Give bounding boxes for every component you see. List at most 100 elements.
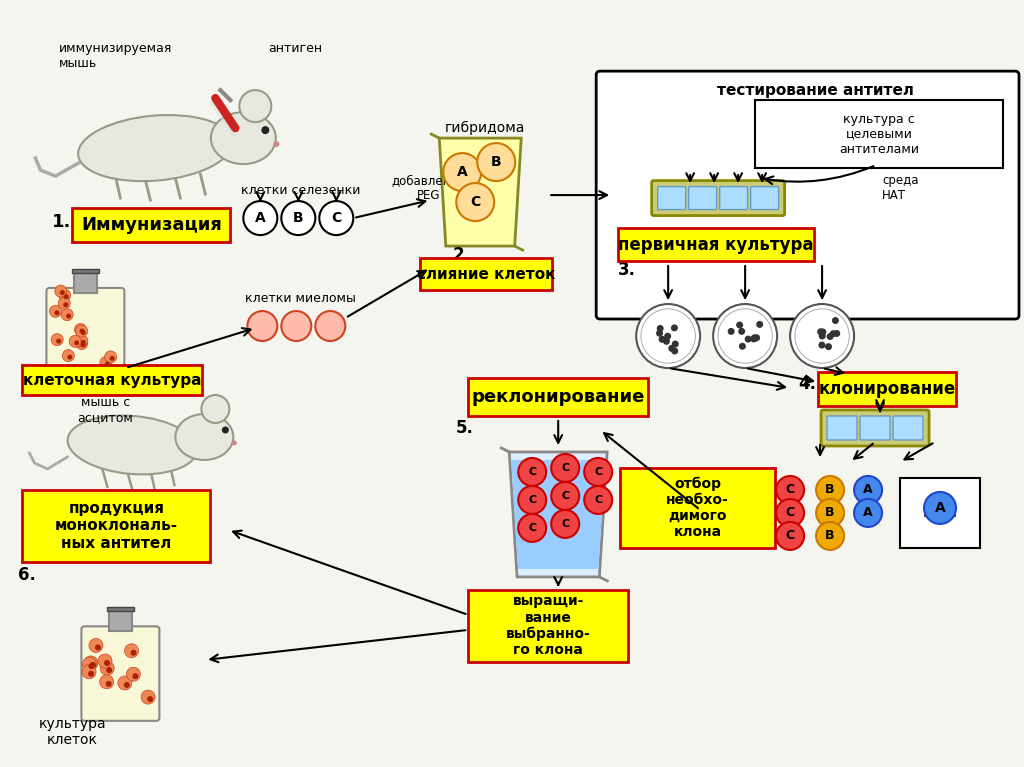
Circle shape [457, 183, 495, 221]
Circle shape [751, 334, 758, 341]
Circle shape [56, 339, 61, 344]
FancyBboxPatch shape [621, 468, 775, 548]
Circle shape [99, 675, 114, 689]
FancyBboxPatch shape [468, 378, 648, 416]
Text: клон: клон [923, 506, 957, 520]
Circle shape [924, 492, 956, 524]
Circle shape [713, 304, 777, 368]
Circle shape [776, 476, 804, 504]
Bar [106, 607, 134, 611]
Text: добавление
PEG: добавление PEG [391, 174, 466, 202]
Text: C: C [470, 195, 480, 209]
Text: Иммунизация: Иммунизация [81, 216, 222, 234]
Circle shape [83, 657, 96, 671]
Circle shape [756, 321, 763, 328]
Circle shape [315, 311, 345, 341]
FancyBboxPatch shape [751, 186, 778, 209]
Text: C: C [331, 211, 341, 225]
Circle shape [54, 285, 67, 297]
Text: реклонирование: реклонирование [471, 388, 645, 406]
Circle shape [518, 458, 546, 486]
FancyBboxPatch shape [46, 288, 124, 380]
Text: 6.: 6. [18, 566, 36, 584]
Circle shape [817, 328, 824, 335]
Circle shape [84, 656, 98, 670]
FancyBboxPatch shape [893, 416, 923, 440]
Circle shape [61, 308, 73, 321]
Circle shape [68, 354, 73, 360]
Text: B: B [825, 506, 835, 519]
Circle shape [248, 311, 278, 341]
Text: клеточная культура: клеточная культура [24, 373, 202, 387]
Circle shape [202, 395, 229, 423]
Polygon shape [511, 460, 605, 569]
Text: C: C [528, 523, 537, 533]
Text: выращи-
вание
выбранно-
го клона: выращи- вание выбранно- го клона [506, 594, 591, 657]
Polygon shape [439, 138, 521, 246]
FancyBboxPatch shape [651, 180, 784, 216]
Circle shape [147, 696, 154, 702]
Circle shape [118, 676, 132, 690]
Text: A: A [935, 501, 945, 515]
Circle shape [825, 343, 831, 351]
Circle shape [585, 486, 612, 514]
Circle shape [834, 330, 841, 337]
Circle shape [88, 663, 94, 669]
Circle shape [672, 341, 679, 347]
Circle shape [518, 486, 546, 514]
Circle shape [818, 341, 825, 348]
Text: A: A [863, 506, 872, 519]
Circle shape [67, 314, 71, 318]
Circle shape [669, 345, 675, 352]
Text: 5.: 5. [456, 419, 473, 437]
Circle shape [130, 650, 136, 656]
Circle shape [656, 330, 664, 337]
Text: B: B [825, 483, 835, 496]
FancyBboxPatch shape [468, 590, 628, 662]
Circle shape [282, 201, 315, 235]
Circle shape [76, 337, 88, 350]
Text: C: C [785, 506, 795, 519]
Circle shape [54, 311, 59, 315]
Circle shape [663, 337, 670, 345]
Polygon shape [509, 452, 607, 577]
Circle shape [319, 201, 353, 235]
Circle shape [95, 644, 101, 650]
Circle shape [104, 361, 110, 367]
Circle shape [110, 356, 115, 361]
Text: B: B [293, 211, 304, 225]
Circle shape [816, 499, 844, 527]
Ellipse shape [175, 414, 233, 460]
Text: B: B [490, 155, 502, 169]
FancyBboxPatch shape [596, 71, 1019, 319]
Text: слияние клеток: слияние клеток [417, 267, 555, 281]
Circle shape [62, 350, 75, 361]
Circle shape [751, 335, 758, 342]
Circle shape [518, 514, 546, 542]
Circle shape [244, 201, 278, 235]
Circle shape [125, 644, 138, 658]
Circle shape [104, 660, 110, 666]
FancyBboxPatch shape [900, 478, 980, 548]
Text: культура с
целевыми
антителами: культура с целевыми антителами [839, 113, 920, 156]
Circle shape [100, 661, 115, 675]
Text: антиген: антиген [268, 41, 323, 54]
Text: клетки миеломы: клетки миеломы [245, 291, 355, 304]
Circle shape [819, 328, 826, 335]
FancyBboxPatch shape [657, 186, 686, 209]
FancyBboxPatch shape [420, 258, 552, 290]
Ellipse shape [68, 416, 198, 475]
FancyBboxPatch shape [689, 186, 717, 209]
Text: 4.: 4. [798, 375, 816, 393]
Text: B: B [825, 529, 835, 542]
Circle shape [76, 325, 88, 337]
Circle shape [551, 454, 580, 482]
Circle shape [831, 317, 839, 324]
Text: C: C [528, 467, 537, 477]
Text: первичная культура: первичная культура [618, 235, 814, 254]
Circle shape [70, 335, 81, 347]
Bar [72, 269, 99, 273]
Circle shape [854, 499, 882, 527]
Circle shape [76, 334, 88, 347]
Text: C: C [594, 467, 602, 477]
